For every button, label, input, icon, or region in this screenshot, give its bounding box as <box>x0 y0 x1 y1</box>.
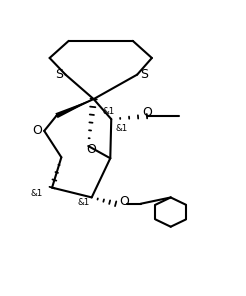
Text: O: O <box>119 195 129 208</box>
Text: O: O <box>142 106 152 119</box>
Text: O: O <box>86 144 96 157</box>
Text: S: S <box>55 68 63 81</box>
Text: O: O <box>32 124 42 137</box>
Text: &1: &1 <box>31 189 43 198</box>
Polygon shape <box>55 99 94 118</box>
Text: &1: &1 <box>78 198 90 207</box>
Text: &1: &1 <box>116 124 128 133</box>
Text: &1: &1 <box>103 107 115 116</box>
Text: S: S <box>140 68 148 81</box>
